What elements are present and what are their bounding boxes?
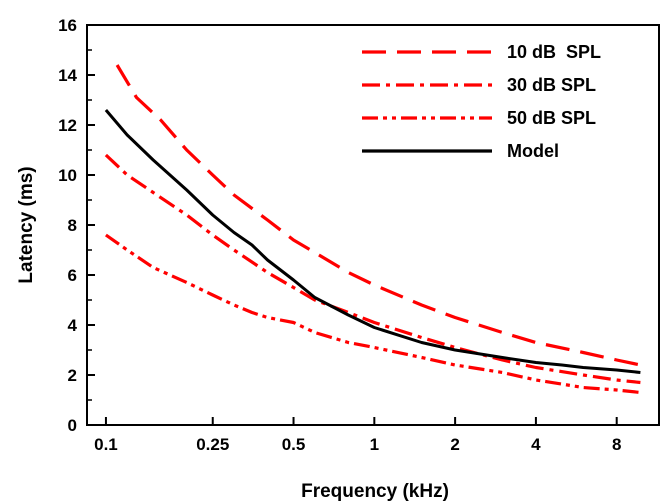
y-tick-label: 14 bbox=[58, 66, 77, 85]
y-tick-label: 12 bbox=[58, 116, 77, 135]
legend: 10 dB SPL 30 dB SPL 50 dB SPL Model bbox=[362, 42, 601, 161]
x-tick-label: 0.5 bbox=[282, 435, 306, 454]
x-tick-label: 0.25 bbox=[196, 435, 229, 454]
y-tick-label: 6 bbox=[68, 266, 77, 285]
y-tick-label: 10 bbox=[58, 166, 77, 185]
series-line-10-db-spl bbox=[115, 64, 641, 367]
legend-label: Model bbox=[507, 141, 559, 161]
y-tick-label: 4 bbox=[68, 316, 78, 335]
x-tick-label: 1 bbox=[370, 435, 379, 454]
series-line-50-db-spl bbox=[104, 233, 641, 395]
y-axis-ticks: 0 2 4 6 8 10 12 14 16 bbox=[58, 16, 95, 435]
legend-label: 50 dB SPL bbox=[507, 108, 596, 128]
x-tick-label: 2 bbox=[450, 435, 459, 454]
y-tick-label: 8 bbox=[68, 216, 77, 235]
x-tick-label: 8 bbox=[612, 435, 621, 454]
y-axis-label: Latency (ms) bbox=[16, 166, 37, 283]
x-tick-label: 4 bbox=[531, 435, 541, 454]
y-tick-label: 16 bbox=[58, 16, 77, 35]
legend-label: 30 dB SPL bbox=[507, 75, 596, 95]
legend-label: 10 dB SPL bbox=[507, 42, 601, 62]
series-line-model bbox=[104, 109, 641, 374]
x-axis-label: Frequency (kHz) bbox=[301, 481, 449, 502]
series-lines bbox=[104, 64, 641, 395]
y-tick-label: 0 bbox=[68, 416, 77, 435]
y-tick-label: 2 bbox=[68, 366, 77, 385]
x-tick-label: 0.1 bbox=[94, 435, 118, 454]
x-axis-ticks: 0.1 0.25 0.5 1 2 4 8 bbox=[94, 417, 621, 454]
